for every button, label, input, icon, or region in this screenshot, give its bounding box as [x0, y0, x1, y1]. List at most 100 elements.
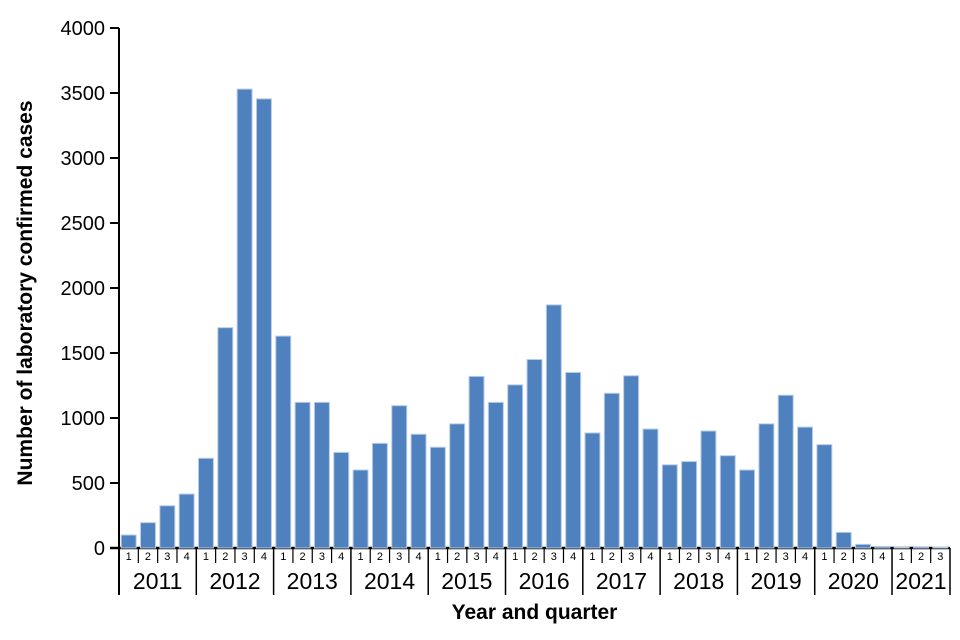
year-label: 2013: [287, 568, 338, 594]
bar-2018-Q4: [719, 455, 736, 549]
quarter-label: 3: [319, 551, 325, 563]
quarter-label: 3: [705, 551, 711, 563]
y-tick-label: 1500: [61, 343, 106, 365]
bar-2021-Q2: [913, 546, 929, 549]
bar-2015-Q1: [429, 446, 446, 549]
bar-2015-Q4: [487, 401, 504, 549]
y-tick-label: 3500: [61, 83, 106, 105]
quarter-label: 2: [145, 551, 151, 563]
quarter-label: 3: [396, 551, 402, 563]
year-label: 2012: [209, 568, 260, 594]
quarter-label: 1: [899, 551, 905, 563]
y-tick-label: 3000: [61, 148, 106, 170]
y-tick-label: 2500: [61, 213, 106, 235]
year-label: 2017: [596, 568, 647, 594]
bar-2016-Q4: [565, 372, 582, 549]
bar-2018-Q3: [700, 430, 717, 549]
bar-2016-Q1: [507, 384, 524, 549]
quarter-label: 2: [763, 551, 769, 563]
quarter-label: 4: [184, 551, 190, 563]
bar-2019-Q4: [797, 426, 814, 549]
quarter-label: 2: [531, 551, 537, 563]
bar-2013-Q1: [275, 335, 292, 549]
quarter-label: 2: [300, 551, 306, 563]
bar-2019-Q3: [777, 394, 794, 549]
y-tick-label: 0: [94, 538, 105, 560]
bar-2013-Q2: [294, 401, 311, 549]
year-label: 2016: [519, 568, 570, 594]
bar-2020-Q4: [874, 545, 891, 549]
year-label: 2015: [441, 568, 492, 594]
bar-2019-Q1: [739, 469, 756, 549]
year-label: 2021: [895, 568, 946, 594]
quarter-label: 1: [512, 551, 518, 563]
quarter-label: 2: [377, 551, 383, 563]
quarter-label: 2: [918, 551, 924, 563]
bar-2017-Q4: [642, 428, 659, 549]
bar-2011-Q4: [178, 493, 195, 549]
bar-2015-Q3: [468, 375, 485, 549]
quarter-label: 1: [280, 551, 286, 563]
quarter-label: 3: [242, 551, 248, 563]
quarter-label: 2: [454, 551, 460, 563]
bar-2011-Q3: [159, 505, 176, 549]
quarter-label: 1: [744, 551, 750, 563]
quarter-label: 3: [860, 551, 866, 563]
quarter-label: 4: [415, 551, 421, 563]
y-tick-label: 500: [72, 473, 105, 495]
bar-2016-Q2: [526, 359, 543, 549]
quarter-label: 3: [937, 551, 943, 563]
quarter-label: 2: [841, 551, 847, 563]
quarter-label: 3: [628, 551, 634, 563]
quarter-label: 3: [551, 551, 557, 563]
bar-2014-Q4: [410, 433, 427, 549]
quarter-label: 4: [802, 551, 808, 563]
bar-2020-Q1: [816, 444, 833, 549]
bar-2018-Q2: [681, 461, 698, 549]
bar-2021-Q3: [932, 546, 949, 549]
bar-2015-Q2: [449, 423, 466, 549]
quarter-label: 4: [647, 551, 653, 563]
bar-2011-Q1: [120, 534, 137, 549]
quarter-label: 2: [609, 551, 615, 563]
bar-2013-Q4: [333, 451, 350, 549]
bar-2018-Q1: [661, 464, 678, 549]
quarter-label: 1: [358, 551, 364, 563]
quarter-label: 3: [473, 551, 479, 563]
year-label: 2019: [750, 568, 801, 594]
quarter-label: 4: [493, 551, 499, 563]
quarter-label: 3: [164, 551, 170, 563]
bar-2016-Q3: [545, 304, 562, 549]
y-tick-label: 2000: [61, 278, 106, 300]
quarter-label: 1: [667, 551, 673, 563]
bar-2017-Q3: [623, 375, 640, 549]
bar-2014-Q3: [391, 405, 408, 549]
bar-2020-Q2: [835, 531, 852, 549]
bar-2012-Q3: [236, 88, 253, 549]
quarter-label: 1: [126, 551, 132, 563]
bar-2012-Q4: [255, 98, 272, 549]
bar-2013-Q3: [313, 401, 330, 549]
quarter-label: 2: [686, 551, 692, 563]
bar-2014-Q2: [371, 442, 388, 549]
y-tick-label: 1000: [61, 408, 106, 430]
quarter-label: 1: [589, 551, 595, 563]
quarter-label: 1: [203, 551, 209, 563]
bar-2020-Q3: [855, 543, 872, 549]
bar-2019-Q2: [758, 423, 775, 549]
year-label: 2014: [364, 568, 415, 594]
bar-2017-Q1: [584, 432, 601, 549]
bar-2014-Q1: [352, 469, 369, 549]
year-label: 2018: [673, 568, 724, 594]
quarter-label: 2: [222, 551, 228, 563]
bar-2017-Q2: [603, 392, 620, 549]
quarter-label: 4: [879, 551, 885, 563]
quarter-label: 4: [261, 551, 267, 563]
year-label: 2011: [133, 568, 182, 594]
y-tick-label: 4000: [61, 18, 106, 40]
bar-2011-Q2: [140, 522, 156, 549]
bar-2012-Q1: [198, 457, 214, 549]
quarter-label: 4: [338, 551, 344, 563]
quarter-label: 1: [821, 551, 827, 563]
